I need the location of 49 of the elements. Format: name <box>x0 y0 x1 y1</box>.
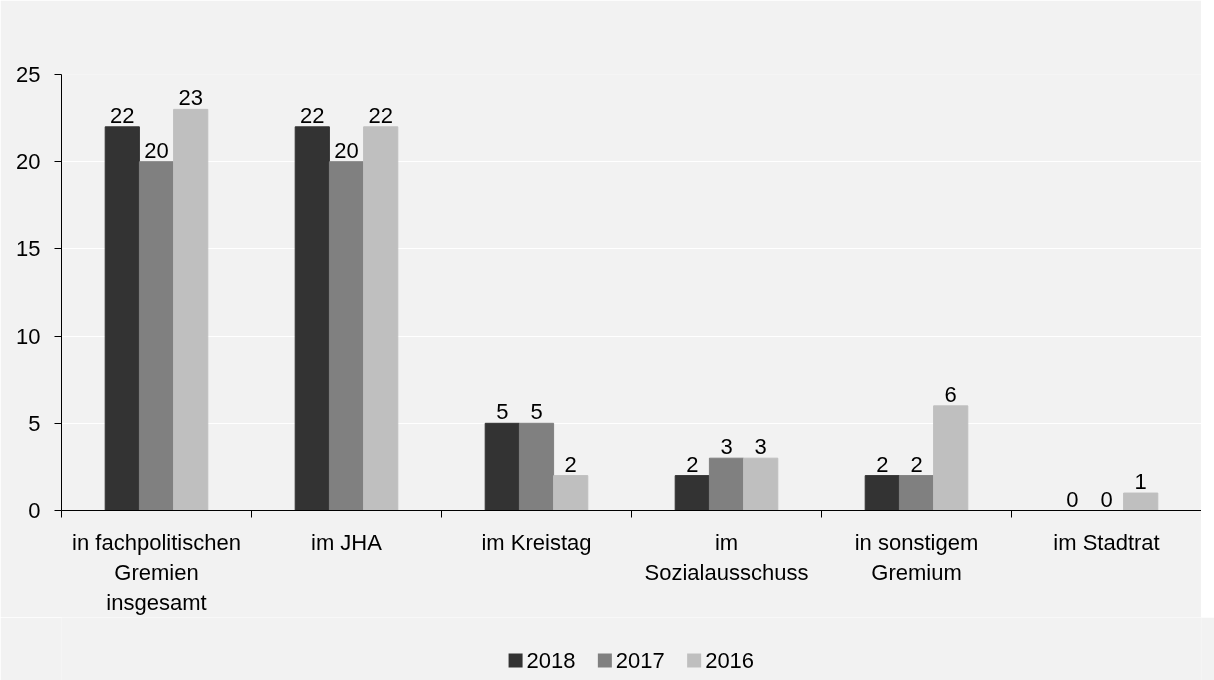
data-label: 20 <box>334 137 359 163</box>
legend-label: 2016 <box>705 648 755 673</box>
bar <box>864 475 900 511</box>
data-label: 0 <box>1100 486 1113 512</box>
bar <box>898 475 935 511</box>
data-label: 22 <box>368 102 393 128</box>
x-tick-label: im Kreistag <box>481 529 592 555</box>
y-tick-label: 10 <box>16 323 41 349</box>
x-tick-label: im JHA <box>311 529 383 555</box>
y-tick-label: 0 <box>28 498 41 523</box>
data-label: 1 <box>1134 469 1147 495</box>
legend-label: 2018 <box>526 648 576 673</box>
data-label: 20 <box>144 137 169 163</box>
data-label: 6 <box>944 381 957 407</box>
data-label: 2 <box>910 451 923 477</box>
data-label: 5 <box>496 399 509 425</box>
bar <box>173 108 209 511</box>
bar <box>518 422 555 511</box>
data-label: 2 <box>564 451 577 477</box>
data-label: 5 <box>530 399 543 425</box>
bar <box>294 126 330 511</box>
bar <box>1123 492 1159 511</box>
x-tick-label: im Stadtrat <box>1053 529 1160 555</box>
bar <box>743 457 779 511</box>
bar <box>553 475 589 511</box>
y-tick-label: 15 <box>16 236 41 262</box>
y-tick-label: 20 <box>16 149 41 175</box>
bar <box>328 161 365 511</box>
data-label: 23 <box>178 85 203 111</box>
data-label: 3 <box>720 434 733 460</box>
x-tick-label: in fachpolitischen Gremien insgesamt <box>72 529 241 615</box>
bar <box>674 475 710 511</box>
bar <box>104 126 140 511</box>
bar <box>708 457 745 511</box>
y-tick-label: 5 <box>28 410 41 436</box>
data-label: 22 <box>110 102 135 128</box>
data-label: 0 <box>1066 486 1079 512</box>
bar <box>933 405 969 511</box>
bar <box>484 422 520 511</box>
y-tick-label: 25 <box>16 62 41 87</box>
bar <box>138 161 175 511</box>
data-label: 3 <box>754 434 767 460</box>
data-label: 22 <box>300 102 325 128</box>
x-tick-label: im Sozialausschuss <box>644 529 809 585</box>
data-label: 2 <box>876 451 889 477</box>
data-label: 2 <box>686 451 699 477</box>
legend-label: 2017 <box>615 648 665 673</box>
x-tick-label: in sonstigem Gremium <box>854 529 979 585</box>
bar <box>363 126 399 511</box>
